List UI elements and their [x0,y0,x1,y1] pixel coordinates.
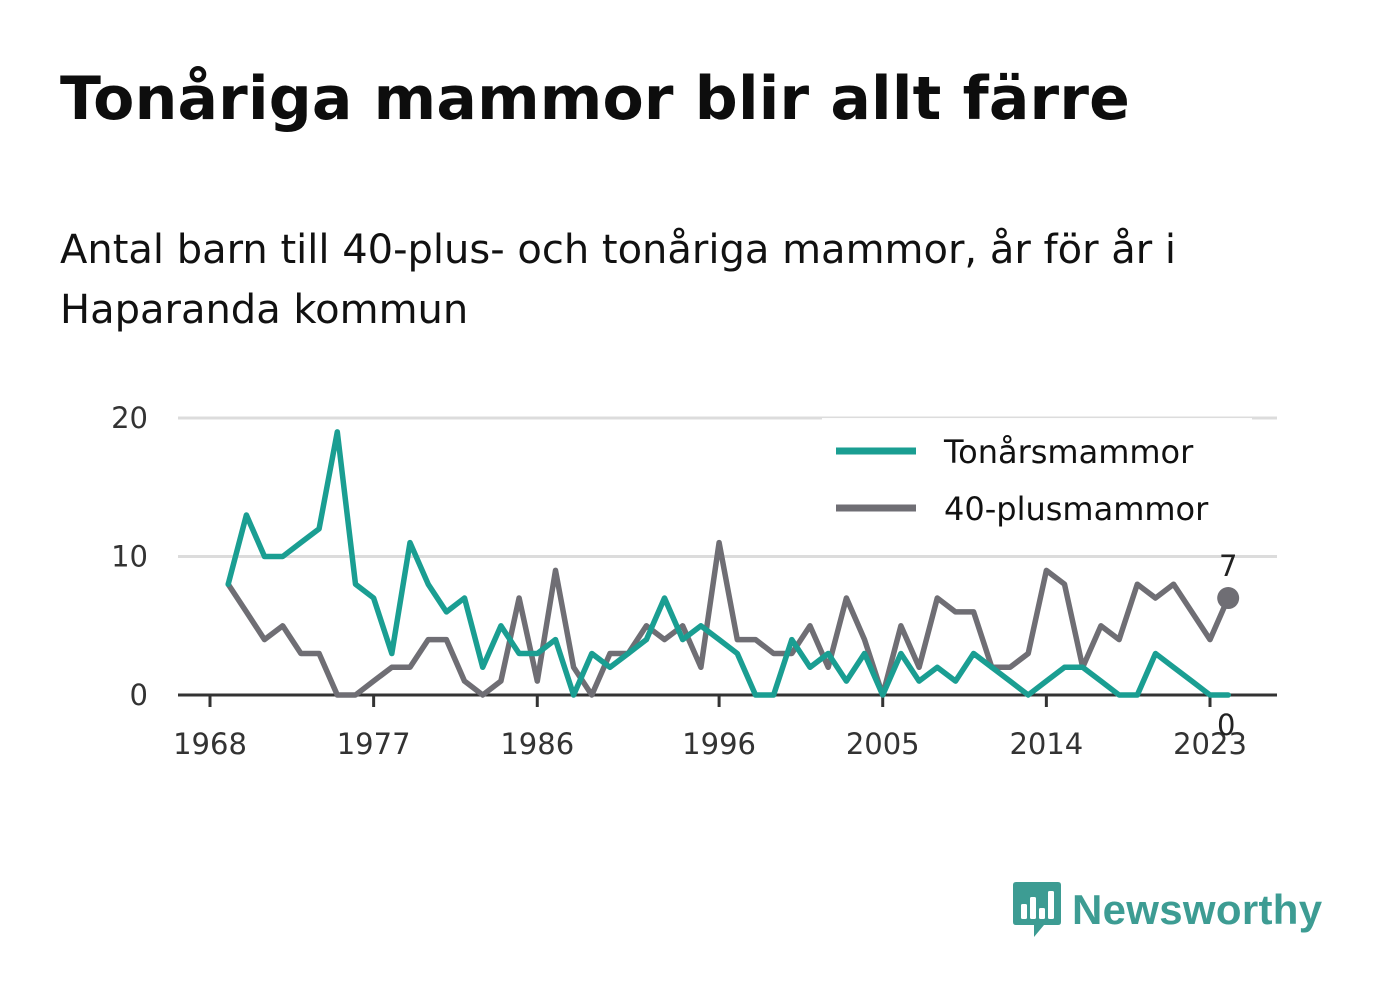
brand-name: Newsworthy [1072,886,1323,933]
x-tick-label: 2023 [1173,727,1247,761]
y-tick-label: 10 [111,540,148,574]
y-axis-ticks: 0 10 20 [111,401,148,712]
end-point-marker [1217,587,1240,610]
x-tick-label: 2014 [1009,727,1083,761]
chart-subtitle: Antal barn till 40-plus- och tonåriga ma… [60,227,1177,333]
series-lines [225,429,1231,698]
legend-label: 40-plusmammor [944,490,1209,528]
series-line-tonarsmammor [225,429,1231,698]
legend: Tonårsmammor 40-plusmammor [822,418,1252,544]
legend-background [822,418,1252,544]
y-tick-label: 0 [130,678,148,712]
x-tick-label: 2005 [846,727,920,761]
newsworthy-logo-icon [1013,882,1061,937]
x-tick-label: 1996 [682,727,756,761]
end-labels: 70 [1217,549,1240,742]
y-tick-label: 20 [111,401,148,435]
x-tick-label: 1977 [337,727,411,761]
brand-logo: Newsworthy [1012,880,1322,940]
series-line-40-plusmammor [225,539,1231,698]
legend-label: Tonårsmammor [943,433,1194,471]
x-axis: 1968 1977 1986 1996 2005 2014 2023 [173,693,1277,761]
x-tick-label: 1986 [500,727,574,761]
end-value-label: 0 [1217,708,1235,742]
chart-title: Tonåriga mammor blir allt färre [60,64,1131,134]
end-value-label: 7 [1219,549,1237,583]
x-tick-label: 1968 [173,727,247,761]
